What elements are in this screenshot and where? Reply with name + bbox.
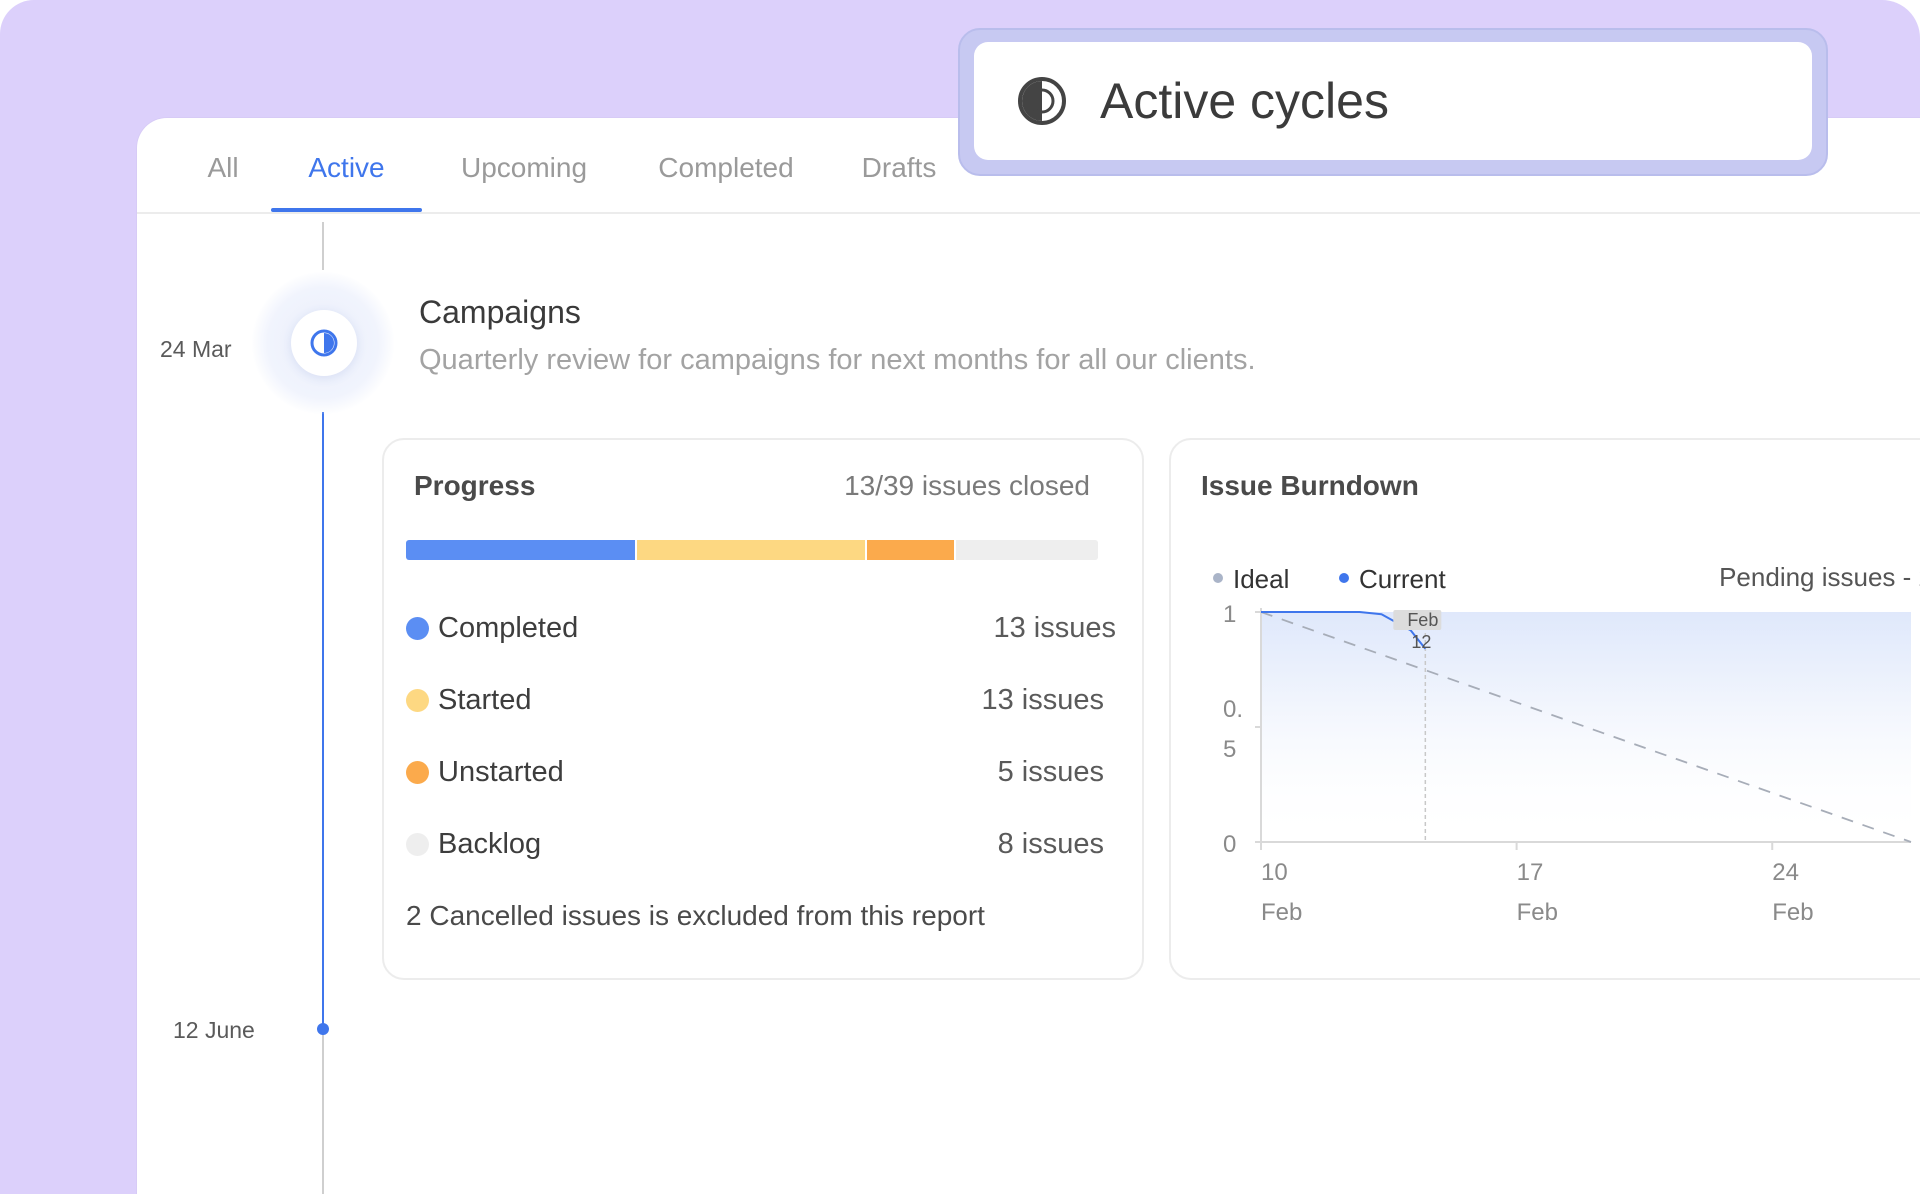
active-tab-indicator xyxy=(271,208,422,212)
marker-label: Feb xyxy=(1407,610,1438,630)
progress-summary: 13/39 issues closed xyxy=(844,470,1090,501)
progress-bar xyxy=(406,540,1098,560)
x-tick-label: Feb xyxy=(1517,899,1558,926)
x-tick-label: 17 xyxy=(1517,859,1544,886)
chart-area-fill xyxy=(1261,612,1911,842)
active-cycles-callout: Active cycles xyxy=(958,28,1828,176)
progress-segment-completed xyxy=(406,540,637,560)
tab-all[interactable]: All xyxy=(207,152,239,183)
legend-row-backlog: Backlog 8 issues xyxy=(406,824,1116,864)
y-tick-label: 5 xyxy=(1223,736,1236,763)
cycle-tabs: All Active Upcoming Completed Drafts xyxy=(137,118,1920,214)
ideal-line xyxy=(1260,611,1912,843)
cycle-title[interactable]: Campaigns xyxy=(419,294,581,330)
timeline-end-dot xyxy=(317,1023,329,1035)
ideal-dot xyxy=(1213,573,1223,584)
unstarted-dot xyxy=(406,761,429,784)
marker-label-box xyxy=(1393,610,1442,630)
legend-current-label: Current xyxy=(1359,564,1446,594)
legend-count: 5 issues xyxy=(997,756,1104,788)
progress-segment-unstarted xyxy=(867,540,957,560)
legend-label: Started xyxy=(438,684,532,716)
tab-active[interactable]: Active xyxy=(308,152,385,183)
timeline-line-top xyxy=(322,222,324,270)
legend-ideal-label: Ideal xyxy=(1233,564,1290,594)
cancelled-note: 2 Cancelled issues is excluded from this… xyxy=(406,900,985,931)
progress-card: Progress 13/39 issues closed Completed 1… xyxy=(382,438,1144,980)
callout-title: Active cycles xyxy=(1100,73,1389,129)
progress-segment-backlog xyxy=(956,540,1098,560)
y-tick-label: 0 xyxy=(1223,831,1236,858)
cycle-description: Quarterly review for campaigns for next … xyxy=(419,344,1256,376)
started-dot xyxy=(406,689,429,712)
cycle-end-date: 12 June xyxy=(173,1017,255,1043)
legend-current: Current xyxy=(1339,564,1446,595)
legend-count: 8 issues xyxy=(997,828,1104,860)
y-tick-label: 1 xyxy=(1223,601,1236,628)
contrast-icon xyxy=(1018,77,1066,125)
legend-row-unstarted: Unstarted 5 issues xyxy=(406,752,1116,792)
progress-segment-started xyxy=(636,540,868,560)
marker-label: 12 xyxy=(1411,632,1431,652)
legend-label: Completed xyxy=(438,612,579,644)
current-dot xyxy=(1339,573,1349,584)
timeline-line-bottom xyxy=(322,1030,324,1194)
cycle-start-date: 24 Mar xyxy=(160,336,232,362)
x-tick-label: Feb xyxy=(1261,899,1302,926)
progress-title: Progress xyxy=(414,470,536,501)
backlog-dot xyxy=(406,833,429,856)
completed-dot xyxy=(406,617,429,640)
x-tick-label: Feb xyxy=(1772,899,1813,926)
pending-issues: Pending issues - 2 xyxy=(1719,562,1920,592)
legend-row-completed: Completed 13 issues xyxy=(406,608,1116,648)
legend-row-started: Started 13 issues xyxy=(406,680,1116,720)
burndown-title: Issue Burndown xyxy=(1201,470,1419,501)
tab-drafts[interactable]: Drafts xyxy=(861,152,937,183)
legend-count: 13 issues xyxy=(993,612,1116,644)
burndown-card: Issue Burndown Ideal Current Pending iss… xyxy=(1169,438,1920,980)
legend-label: Unstarted xyxy=(438,756,564,788)
half-circle-icon xyxy=(310,329,338,357)
legend-ideal: Ideal xyxy=(1213,564,1289,595)
tab-upcoming[interactable]: Upcoming xyxy=(460,152,588,183)
x-tick-label: 10 xyxy=(1261,859,1288,886)
legend-count: 13 issues xyxy=(981,684,1104,716)
legend-label: Backlog xyxy=(438,828,542,860)
cycle-status-node[interactable] xyxy=(291,310,357,376)
current-line xyxy=(1261,611,1427,650)
timeline-line-active xyxy=(322,412,324,1028)
callout-card: Active cycles xyxy=(974,42,1812,160)
x-tick-label: 24 xyxy=(1772,859,1799,886)
y-tick-label: 0. xyxy=(1223,696,1243,723)
tab-completed[interactable]: Completed xyxy=(658,152,794,183)
